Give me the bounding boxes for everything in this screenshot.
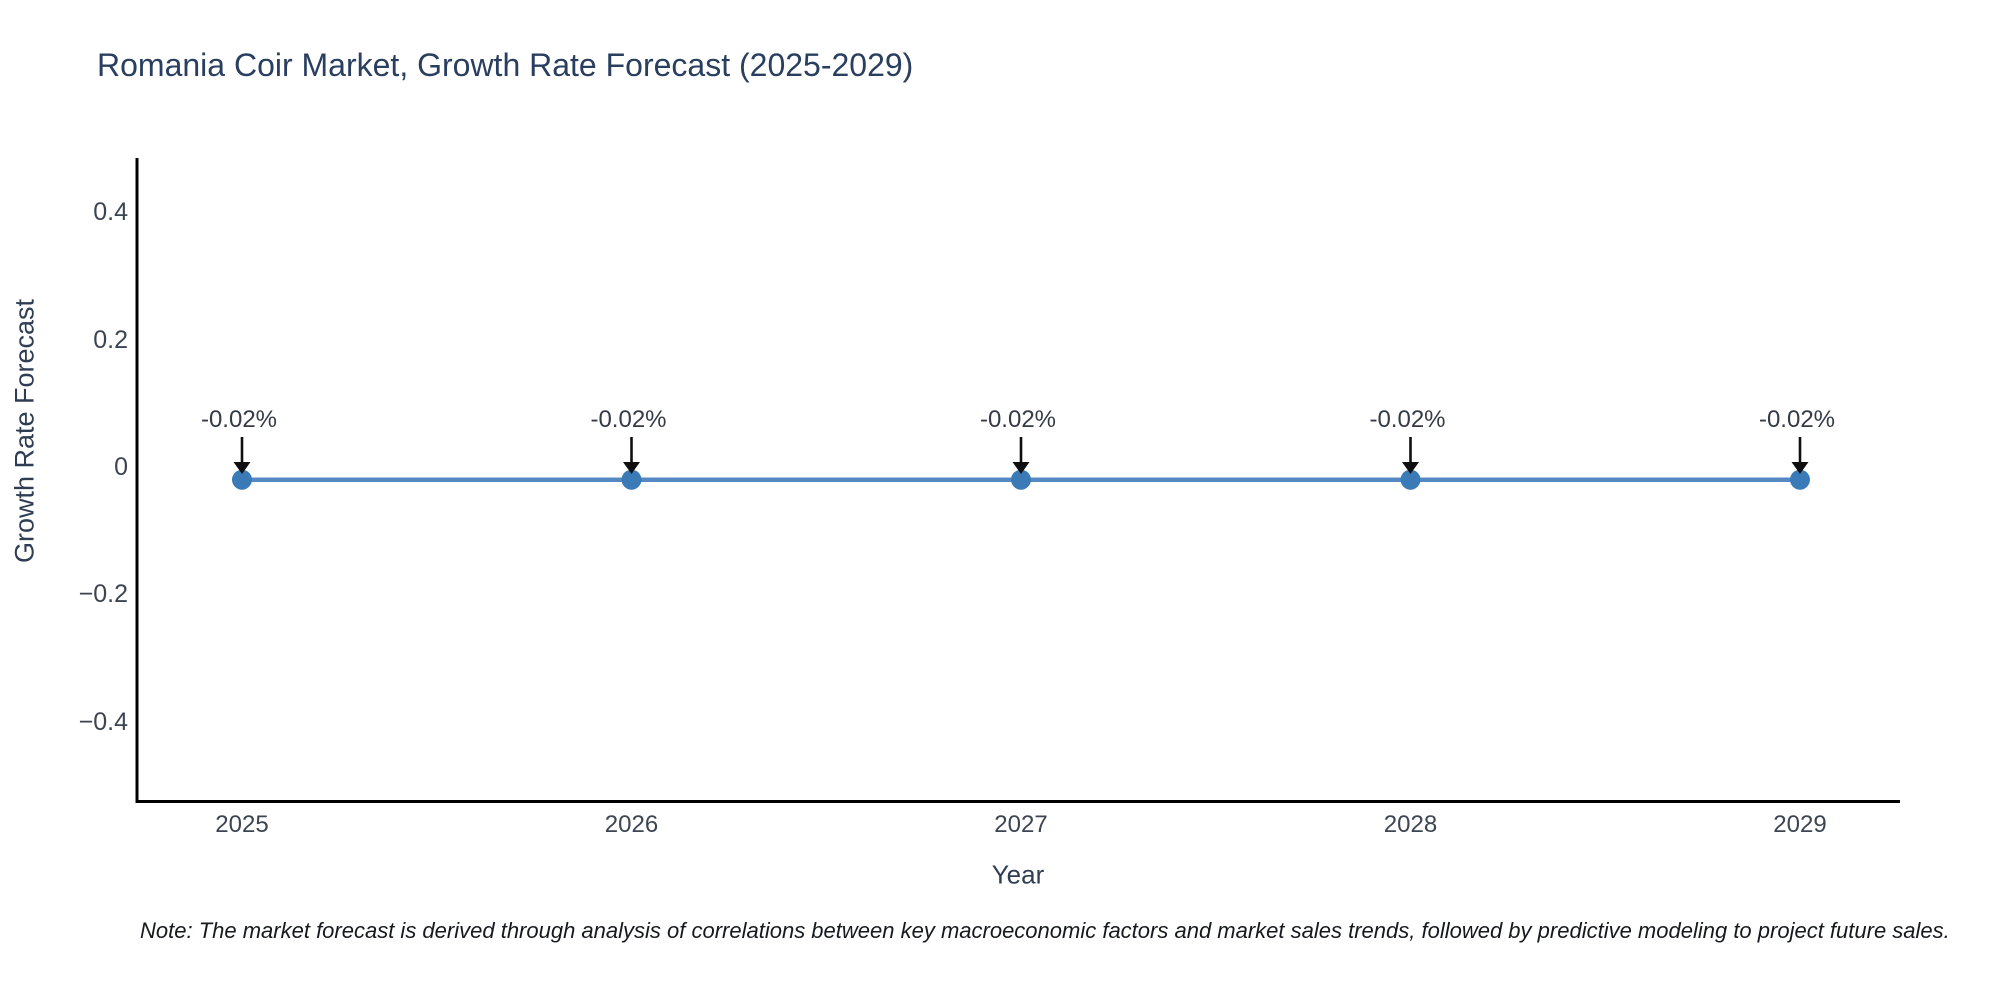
y-tick-label: −0.4 [78, 707, 128, 736]
y-tick-label: 0 [114, 453, 128, 481]
y-tick-label: −0.2 [78, 580, 128, 609]
data-point-marker [232, 469, 252, 490]
footnote: Note: The market forecast is derived thr… [140, 918, 1950, 943]
x-tick-label: 2027 [994, 811, 1048, 838]
x-tick-label: 2026 [604, 811, 659, 838]
point-annotation-label: -0.02% [590, 406, 667, 433]
annotation-arrow-head [233, 462, 251, 474]
data-point-marker [1400, 469, 1421, 490]
data-point-marker [1790, 469, 1810, 490]
annotation-arrow-head [1012, 462, 1030, 474]
x-tick-label: 2025 [215, 811, 269, 838]
point-annotation-label: -0.02% [1758, 406, 1836, 433]
x-axis-label: Year [991, 859, 1045, 890]
x-tick-label: 2029 [1773, 811, 1827, 838]
point-annotation-label: -0.02% [200, 406, 278, 433]
data-point-marker [1011, 469, 1031, 490]
x-tick-label: 2028 [1383, 811, 1438, 838]
y-tick-label: 0.4 [93, 198, 128, 227]
annotation-arrow-head [1791, 462, 1809, 474]
point-annotation-label: -0.02% [979, 406, 1057, 433]
annotation-arrow-head [1402, 462, 1419, 474]
chart-title: Romania Coir Market, Growth Rate Forecas… [97, 47, 914, 83]
data-point-marker [621, 469, 642, 490]
annotation-arrow-head [623, 462, 640, 474]
point-annotation-label: -0.02% [1369, 406, 1446, 433]
y-tick-label: 0.2 [93, 325, 128, 354]
